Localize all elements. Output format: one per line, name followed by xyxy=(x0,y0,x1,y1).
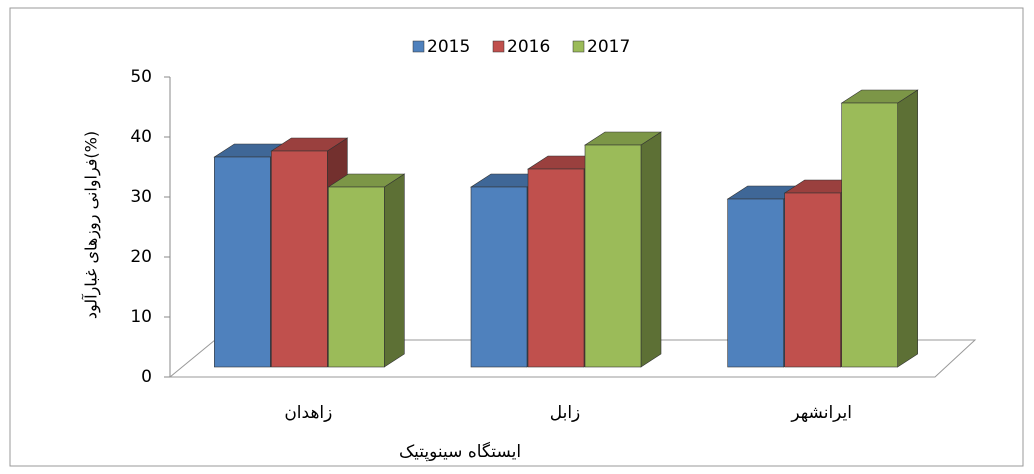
legend-swatch xyxy=(412,40,425,53)
bar-side xyxy=(897,89,918,368)
bar xyxy=(271,150,328,368)
bar xyxy=(584,144,642,368)
y-axis-title: فراوانی روزهای غبارآلود(%) xyxy=(82,131,102,319)
legend-swatch xyxy=(492,40,505,53)
legend-swatch xyxy=(572,40,585,53)
bar xyxy=(527,168,585,368)
x-tick-label: زابل xyxy=(550,403,581,423)
bar xyxy=(214,156,271,368)
legend-label: 2015 xyxy=(427,37,470,57)
y-tick-label: 40 xyxy=(130,127,152,147)
bar xyxy=(328,186,385,368)
y-tick-label: 30 xyxy=(130,187,152,207)
bar xyxy=(784,192,841,368)
bar-side xyxy=(640,131,662,368)
bar xyxy=(470,186,528,368)
y-tick-label: 0 xyxy=(141,367,152,387)
x-tick-label: زاهدان xyxy=(284,403,332,423)
x-tick-label: ایرانشهر xyxy=(790,403,852,423)
y-tick-label: 50 xyxy=(130,67,152,87)
bar-side xyxy=(384,173,405,368)
y-tick-label: 20 xyxy=(130,247,152,267)
x-axis-title: ایستگاه سینوپتیک xyxy=(399,441,521,462)
bar xyxy=(841,102,898,368)
legend-label: 2016 xyxy=(507,37,550,57)
legend-label: 2017 xyxy=(587,37,630,57)
bar xyxy=(727,198,784,368)
y-tick-label: 10 xyxy=(130,307,152,327)
